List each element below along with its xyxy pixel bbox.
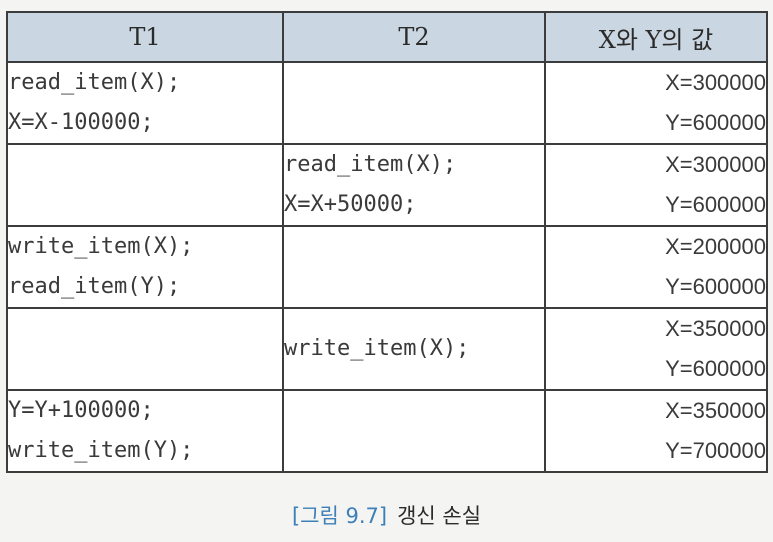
y-value: Y=600000 [665,192,766,217]
values-cell: X=350000 Y=700000 [544,389,768,473]
t1-cell: write_item(X); read_item(Y); [6,225,284,309]
y-value: Y=600000 [665,274,766,299]
t2-cell [282,61,546,145]
values-cell: X=300000 Y=600000 [544,61,768,145]
t2-operation: write_item(X); [284,336,470,361]
t1-cell: Y=Y+100000; write_item(Y); [6,389,284,473]
t1-cell: read_item(X); X=X-100000; [6,61,284,145]
t2-cell [282,225,546,309]
y-value: Y=700000 [665,438,766,463]
t1-operation: read_item(X); [8,70,181,95]
t1-operation: read_item(Y); [8,274,181,299]
y-value: Y=600000 [665,356,766,381]
x-value: X=350000 [665,398,766,423]
table-row: Y=Y+100000; write_item(Y); X=350000 Y=70… [6,389,768,473]
x-value: X=300000 [665,70,766,95]
values-cell: X=200000 Y=600000 [544,225,768,309]
x-value: X=350000 [665,316,766,341]
values-cell: X=300000 Y=600000 [544,143,768,227]
y-value: Y=600000 [665,110,766,135]
t2-operation: read_item(X); [284,152,457,177]
t1-operation: X=X-100000; [8,110,154,135]
t1-operation: write_item(Y); [8,438,194,463]
figure-number: [그림 9.7] [291,504,388,528]
table-row: write_item(X); X=350000 Y=600000 [6,307,768,391]
transaction-schedule-table: T1 T2 X와 Y의 값 read_item(X); X=X-100000; … [6,11,768,473]
header-t2: T2 [282,11,546,63]
header-values: X와 Y의 값 [544,11,768,63]
t2-operation: X=X+50000; [284,192,417,217]
table-row: read_item(X); X=X+50000; X=300000 Y=6000… [6,143,768,227]
figure-caption: [그림 9.7] 갱신 손실 [0,502,773,530]
header-t1: T1 [6,11,284,63]
table-row: read_item(X); X=X-100000; X=300000 Y=600… [6,61,768,145]
t1-operation: Y=Y+100000; [8,398,154,423]
t1-cell [6,307,284,391]
x-value: X=300000 [665,152,766,177]
figure-title: 갱신 손실 [397,504,482,528]
header-row: T1 T2 X와 Y의 값 [6,11,768,63]
t1-cell [6,143,284,227]
t1-operation: write_item(X); [8,234,194,259]
t2-cell: read_item(X); X=X+50000; [282,143,546,227]
x-value: X=200000 [665,234,766,259]
table-row: write_item(X); read_item(Y); X=200000 Y=… [6,225,768,309]
t2-cell [282,389,546,473]
t2-cell: write_item(X); [282,307,546,391]
values-cell: X=350000 Y=600000 [544,307,768,391]
